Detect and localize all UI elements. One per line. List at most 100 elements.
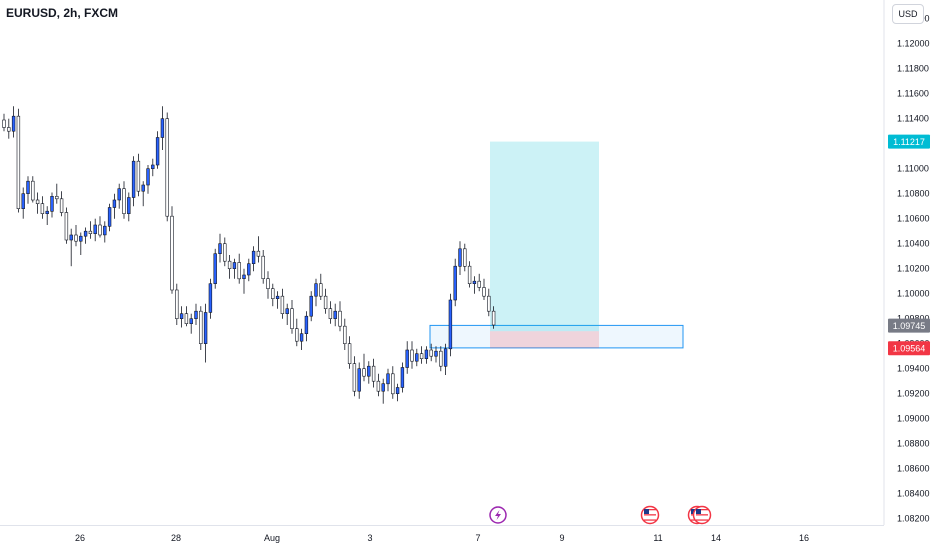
candle[interactable] bbox=[448, 293, 453, 357]
candle[interactable] bbox=[371, 358, 376, 388]
candle[interactable] bbox=[429, 343, 433, 362]
candle[interactable] bbox=[131, 156, 136, 207]
candle[interactable] bbox=[160, 106, 165, 150]
candle[interactable] bbox=[2, 113, 6, 132]
us-flag-icon[interactable] bbox=[692, 505, 712, 525]
candle[interactable] bbox=[357, 362, 361, 399]
candle[interactable] bbox=[11, 106, 16, 138]
candle[interactable] bbox=[424, 346, 429, 364]
candle[interactable] bbox=[367, 361, 371, 384]
position-profit-zone[interactable] bbox=[490, 141, 599, 332]
candle[interactable] bbox=[491, 306, 496, 329]
candle[interactable] bbox=[391, 366, 395, 399]
candle[interactable] bbox=[232, 258, 237, 279]
candle[interactable] bbox=[338, 301, 342, 332]
candle[interactable] bbox=[31, 176, 35, 203]
candle[interactable] bbox=[151, 158, 155, 177]
candle[interactable] bbox=[208, 278, 213, 319]
candle[interactable] bbox=[256, 236, 261, 263]
candle[interactable] bbox=[223, 237, 227, 267]
candle[interactable] bbox=[271, 283, 275, 307]
candle[interactable] bbox=[280, 288, 285, 319]
candle[interactable] bbox=[103, 221, 107, 243]
candle[interactable] bbox=[155, 131, 160, 169]
candle[interactable] bbox=[98, 216, 102, 238]
candle[interactable] bbox=[26, 176, 30, 204]
candle[interactable] bbox=[127, 192, 131, 222]
candle[interactable] bbox=[79, 232, 83, 256]
candle[interactable] bbox=[467, 261, 472, 288]
candle[interactable] bbox=[55, 183, 59, 204]
candle[interactable] bbox=[352, 356, 357, 397]
candle[interactable] bbox=[304, 311, 309, 342]
candle[interactable] bbox=[323, 288, 328, 314]
us-flag-icon[interactable] bbox=[640, 505, 660, 525]
candle[interactable] bbox=[88, 221, 93, 239]
candle[interactable] bbox=[314, 278, 318, 307]
candle[interactable] bbox=[69, 228, 73, 267]
candle[interactable] bbox=[395, 383, 400, 402]
candle[interactable] bbox=[45, 206, 49, 225]
candle[interactable] bbox=[410, 341, 414, 369]
lightning-icon[interactable] bbox=[489, 506, 507, 524]
candle[interactable] bbox=[50, 192, 54, 218]
candle[interactable] bbox=[251, 246, 256, 272]
candle[interactable] bbox=[218, 233, 222, 263]
candle[interactable] bbox=[328, 301, 333, 324]
candle[interactable] bbox=[285, 303, 289, 325]
candle[interactable] bbox=[482, 278, 486, 300]
candle[interactable] bbox=[463, 243, 467, 272]
candle[interactable] bbox=[386, 368, 390, 392]
candle[interactable] bbox=[381, 378, 385, 404]
candle[interactable] bbox=[194, 303, 198, 325]
candle[interactable] bbox=[74, 225, 78, 247]
candle[interactable] bbox=[112, 193, 117, 219]
candle[interactable] bbox=[477, 273, 481, 292]
candle[interactable] bbox=[275, 291, 280, 309]
candle[interactable] bbox=[122, 181, 126, 219]
candle[interactable] bbox=[343, 318, 347, 350]
candle[interactable] bbox=[453, 258, 457, 307]
candle[interactable] bbox=[472, 276, 477, 294]
candle[interactable] bbox=[242, 268, 246, 294]
candle[interactable] bbox=[107, 203, 112, 232]
candle[interactable] bbox=[299, 328, 304, 350]
candle[interactable] bbox=[419, 346, 424, 364]
candle[interactable] bbox=[333, 303, 337, 327]
candle[interactable] bbox=[295, 318, 299, 347]
candle[interactable] bbox=[184, 306, 189, 327]
candle[interactable] bbox=[439, 346, 443, 372]
candle[interactable] bbox=[136, 153, 141, 197]
candle[interactable] bbox=[93, 218, 97, 242]
candle[interactable] bbox=[59, 191, 64, 217]
candle[interactable] bbox=[347, 336, 352, 369]
candle[interactable] bbox=[400, 362, 405, 393]
candle[interactable] bbox=[83, 227, 88, 244]
candle[interactable] bbox=[443, 343, 448, 375]
candle[interactable] bbox=[170, 206, 174, 294]
candle[interactable] bbox=[165, 112, 169, 222]
position-stop-zone[interactable] bbox=[490, 331, 599, 349]
candle[interactable] bbox=[415, 348, 419, 367]
candle[interactable] bbox=[266, 271, 270, 299]
candle[interactable] bbox=[199, 306, 203, 350]
candle[interactable] bbox=[7, 118, 11, 139]
candle[interactable] bbox=[203, 303, 208, 363]
candle[interactable] bbox=[290, 300, 294, 334]
candle[interactable] bbox=[458, 241, 462, 275]
candle[interactable] bbox=[64, 207, 69, 244]
candle[interactable] bbox=[261, 250, 265, 284]
candle[interactable] bbox=[309, 291, 313, 322]
support-zone[interactable] bbox=[429, 324, 684, 349]
candle[interactable] bbox=[227, 255, 232, 279]
candle[interactable] bbox=[16, 108, 21, 213]
candle[interactable] bbox=[141, 181, 145, 207]
candle[interactable] bbox=[237, 253, 241, 284]
candle[interactable] bbox=[405, 341, 409, 374]
candle[interactable] bbox=[117, 183, 121, 209]
candle[interactable] bbox=[362, 353, 366, 382]
candle[interactable] bbox=[434, 346, 438, 363]
candle[interactable] bbox=[376, 373, 381, 397]
